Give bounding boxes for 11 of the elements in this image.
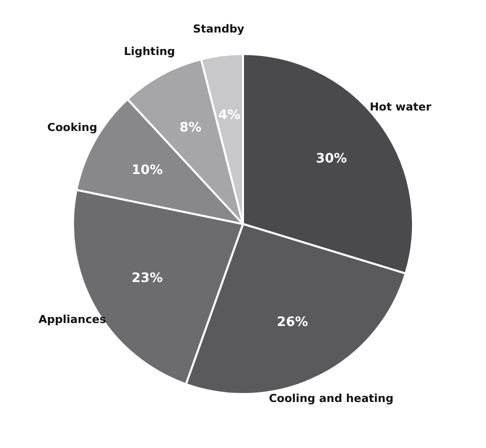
slice-label: Hot water [370, 100, 432, 114]
slice-label: Cooking [47, 120, 98, 134]
slice-label: Lighting [124, 44, 176, 58]
data-label: 26% [276, 315, 308, 330]
data-label: 8% [179, 120, 202, 136]
slice-label: Cooling and heating [268, 392, 394, 406]
data-label: 30% [316, 152, 347, 167]
data-label: 23% [132, 271, 163, 286]
slice-label: Standby [192, 22, 244, 36]
slice-label: Appliances [38, 313, 106, 326]
data-label: 10% [132, 162, 163, 178]
